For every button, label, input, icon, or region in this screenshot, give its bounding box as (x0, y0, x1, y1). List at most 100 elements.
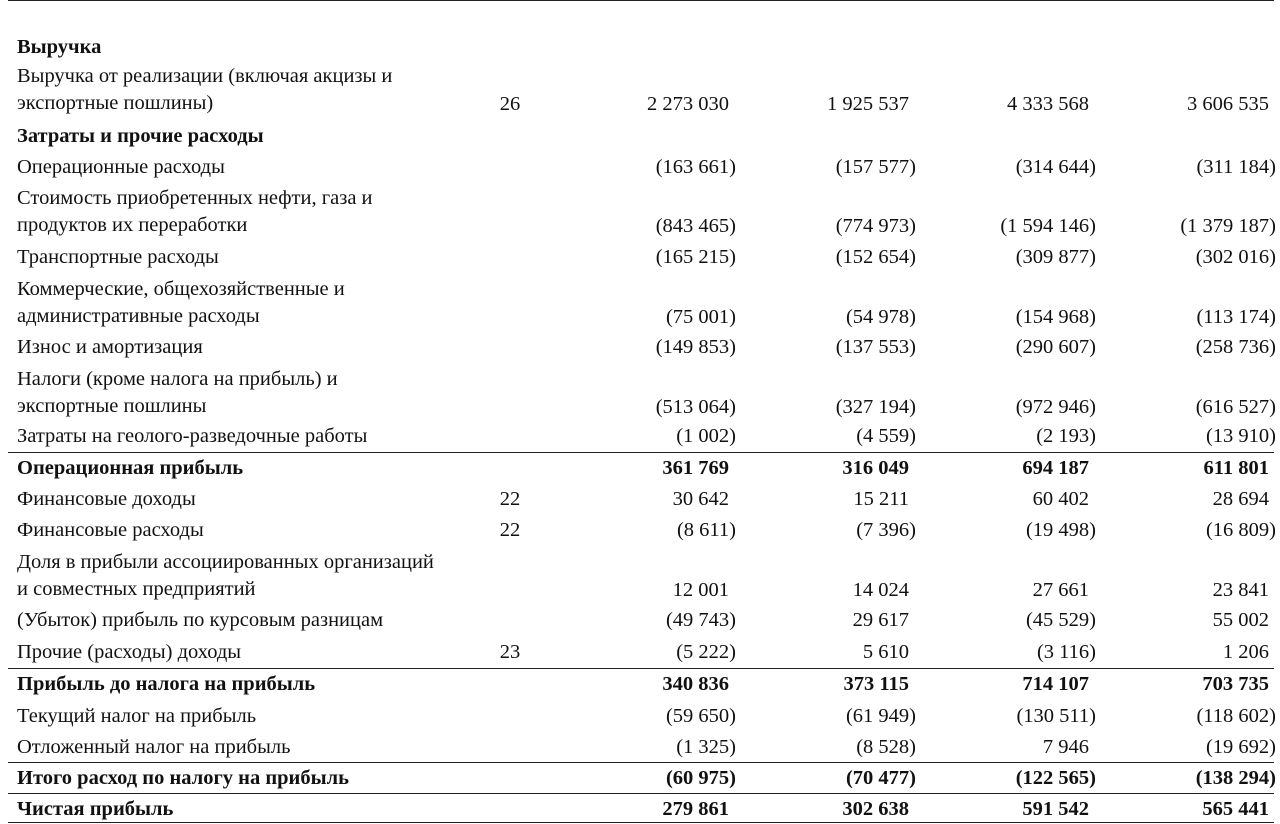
value-cell: 12 001 (672, 579, 729, 601)
row-label: Стоимость приобретенных нефти, газа и пр… (17, 187, 373, 236)
value-cell: 1 925 537 (827, 93, 909, 115)
row-label: Затраты на геолого-разведочные работы (17, 425, 368, 447)
value-cell: 565 441 (1202, 798, 1269, 820)
row-label: Выручка от реализации (включая акцизы и … (17, 65, 393, 114)
value-cell: (113 174) (1196, 306, 1276, 328)
value-cell: (513 064) (655, 396, 736, 418)
value-cell: 2 273 030 (647, 93, 729, 115)
value-cell: 60 402 (1032, 488, 1089, 510)
row-label: Транспортные расходы (17, 246, 219, 268)
value-cell: (311 184) (1196, 156, 1276, 178)
row-label: Операционная прибыль (17, 457, 244, 479)
row-label: Прибыль до налога на прибыль (17, 673, 316, 695)
value-cell: (258 736) (1195, 336, 1276, 358)
value-cell: (45 529) (1025, 609, 1096, 631)
value-cell: (290 607) (1015, 336, 1096, 358)
value-cell: (149 853) (655, 336, 736, 358)
value-cell: 694 187 (1022, 457, 1089, 479)
value-cell: (4 559) (856, 425, 916, 447)
value-cell: (157 577) (835, 156, 916, 178)
value-cell: (3 116) (1036, 641, 1096, 663)
row-label: Выручка (17, 36, 102, 58)
row-label: Текущий налог на прибыль (17, 705, 257, 727)
value-cell: (163 661) (655, 156, 736, 178)
note-ref: 26 (499, 93, 521, 115)
table-rule (8, 822, 1274, 823)
row-label: Коммерческие, общехозяйственные и админи… (17, 278, 345, 327)
value-cell: (152 654) (835, 246, 916, 268)
row-label: Затраты и прочие расходы (17, 125, 264, 147)
value-cell: (972 946) (1015, 396, 1096, 418)
row-label: Отложенный налог на прибыль (17, 736, 291, 758)
value-cell: (843 465) (655, 215, 736, 237)
row-label: Финансовые доходы (17, 488, 196, 510)
value-cell: 703 735 (1202, 673, 1269, 695)
value-cell: (302 016) (1195, 246, 1276, 268)
value-cell: (75 001) (665, 306, 736, 328)
row-label: Прочие (расходы) доходы (17, 641, 242, 663)
row-label: Итого расход по налогу на прибыль (17, 767, 349, 789)
value-cell: 1 206 (1222, 641, 1269, 663)
value-cell: 28 694 (1212, 488, 1269, 510)
value-cell: 15 211 (853, 488, 909, 510)
note-ref: 22 (499, 519, 521, 541)
value-cell: (54 978) (845, 306, 916, 328)
value-cell: (19 692) (1205, 736, 1276, 758)
table-rule (8, 793, 1274, 794)
value-cell: 30 642 (672, 488, 729, 510)
value-cell: (7 396) (856, 519, 916, 541)
row-label: Износ и амортизация (17, 336, 203, 358)
table-rule (8, 668, 1274, 669)
value-cell: 5 610 (862, 641, 909, 663)
value-cell: 611 801 (1203, 457, 1270, 479)
value-cell: (774 973) (835, 215, 916, 237)
table-rule (8, 0, 1274, 1)
note-ref: 22 (499, 488, 521, 510)
value-cell: 4 333 568 (1007, 93, 1089, 115)
value-cell: 23 841 (1212, 579, 1269, 601)
value-cell: 373 115 (843, 673, 910, 695)
value-cell: (1 379 187) (1180, 215, 1276, 237)
value-cell: 14 024 (852, 579, 909, 601)
table-rule (8, 762, 1274, 763)
value-cell: (61 949) (845, 705, 916, 727)
value-cell: (13 910) (1205, 425, 1276, 447)
value-cell: (1 325) (676, 736, 736, 758)
value-cell: (59 650) (665, 705, 736, 727)
value-cell: (60 975) (665, 767, 736, 789)
value-cell: 316 049 (842, 457, 909, 479)
value-cell: (309 877) (1015, 246, 1096, 268)
value-cell: 591 542 (1022, 798, 1089, 820)
note-ref: 23 (499, 641, 521, 663)
value-cell: (138 294) (1195, 767, 1276, 789)
value-cell: (1 594 146) (1000, 215, 1096, 237)
row-label: Доля в прибыли ассоциированных организац… (17, 551, 434, 600)
table-rule (8, 452, 1274, 453)
value-cell: 279 861 (662, 798, 729, 820)
row-label: Финансовые расходы (17, 519, 204, 541)
value-cell: (137 553) (835, 336, 916, 358)
value-cell: (49 743) (665, 609, 736, 631)
value-cell: (122 565) (1015, 767, 1096, 789)
value-cell: (5 222) (676, 641, 736, 663)
row-label: Операционные расходы (17, 156, 225, 178)
value-cell: 3 606 535 (1187, 93, 1269, 115)
value-cell: 7 946 (1042, 736, 1089, 758)
row-label: (Убыток) прибыль по курсовым разницам (17, 609, 384, 631)
row-label: Чистая прибыль (17, 798, 174, 820)
value-cell: (8 528) (856, 736, 916, 758)
value-cell: 29 617 (852, 609, 909, 631)
value-cell: (19 498) (1025, 519, 1096, 541)
value-cell: 361 769 (662, 457, 729, 479)
value-cell: (70 477) (845, 767, 916, 789)
value-cell: 340 836 (662, 673, 729, 695)
value-cell: (16 809) (1205, 519, 1276, 541)
value-cell: (8 611) (676, 519, 736, 541)
value-cell: (165 215) (655, 246, 736, 268)
value-cell: 714 107 (1022, 673, 1089, 695)
value-cell: (616 527) (1195, 396, 1276, 418)
value-cell: (130 511) (1016, 705, 1096, 727)
value-cell: (314 644) (1015, 156, 1096, 178)
value-cell: 55 002 (1212, 609, 1269, 631)
value-cell: 27 661 (1032, 579, 1089, 601)
